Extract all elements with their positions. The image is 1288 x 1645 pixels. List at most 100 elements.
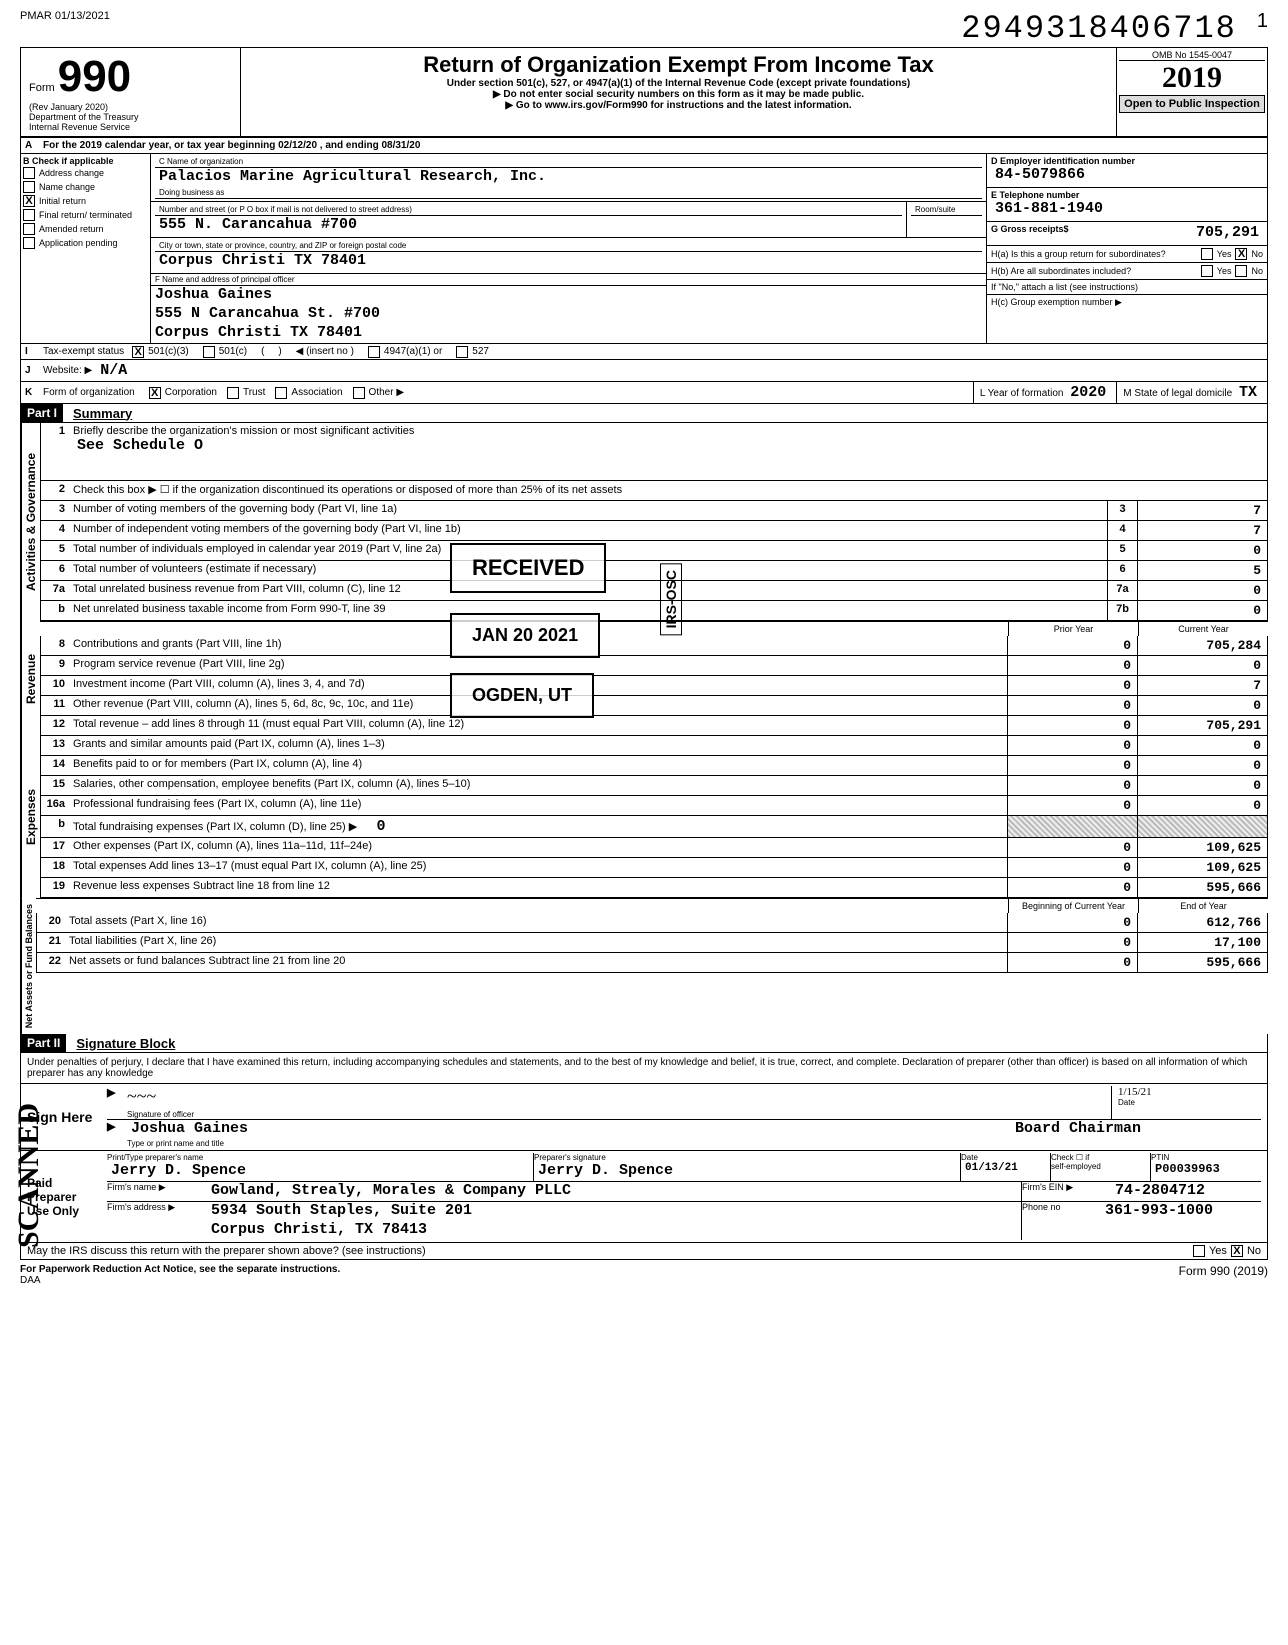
open-public: Open to Public Inspection <box>1119 95 1265 113</box>
website: N/A <box>96 360 131 381</box>
top-bar: PMAR 01/13/2021 2949318406718 1 <box>20 10 1268 47</box>
f-label: F Name and address of principal officer <box>151 274 986 286</box>
c-label: C Name of organization <box>155 156 982 168</box>
prep-date: 01/13/21 <box>961 1162 1050 1176</box>
street: 555 N. Carancahua #700 <box>155 216 902 235</box>
discuss-yes-chk[interactable] <box>1193 1245 1205 1257</box>
phone-label: Phone no <box>1021 1202 1101 1240</box>
p13: 0 <box>1007 736 1137 755</box>
form-subtitle: Under section 501(c), 527, or 4947(a)(1)… <box>245 78 1112 89</box>
org-name: Palacios Marine Agricultural Research, I… <box>155 168 982 187</box>
chk-501c[interactable] <box>203 346 215 358</box>
hb-no-chk[interactable] <box>1235 265 1247 277</box>
date-stamp: JAN 20 2021 <box>450 613 600 658</box>
firm-ein-label: Firm's EIN ▶ <box>1021 1182 1111 1201</box>
gross-receipts: 705,291 <box>1192 224 1263 243</box>
part1-label: Part I <box>21 404 63 422</box>
form-footer: Form 990 (2019) <box>1179 1264 1268 1286</box>
discuss-no-chk[interactable]: X <box>1231 1245 1243 1257</box>
c14: 0 <box>1137 756 1267 775</box>
k-label: Form of organization <box>39 385 139 400</box>
ha-label: H(a) Is this a group return for subordin… <box>991 249 1197 259</box>
ha-yes: Yes <box>1217 249 1232 259</box>
chk-4947[interactable] <box>368 346 380 358</box>
p16b <box>1007 816 1137 837</box>
discuss-label: May the IRS discuss this return with the… <box>21 1243 1187 1259</box>
chk-pending[interactable] <box>23 237 35 249</box>
chk-assoc[interactable] <box>275 387 287 399</box>
lbl-name: Name change <box>39 182 95 192</box>
c16b <box>1137 816 1267 837</box>
p12: 0 <box>1007 716 1137 735</box>
v3: 7 <box>1137 501 1267 520</box>
m-label: M State of legal domicile <box>1123 388 1232 399</box>
p19: 0 <box>1007 878 1137 897</box>
lbl-corp: Corporation <box>165 387 217 398</box>
chk-address[interactable] <box>23 167 35 179</box>
l2: Check this box ▶ ☐ if the organization d… <box>69 481 1267 500</box>
chk-trust[interactable] <box>227 387 239 399</box>
firm-name: Gowland, Strealy, Morales & Company PLLC <box>207 1182 1021 1201</box>
ein: 84-5079866 <box>991 166 1263 185</box>
chk-501c3[interactable]: X <box>132 346 144 358</box>
ha-no-chk[interactable]: X <box>1235 248 1247 260</box>
lbl-initial: Initial return <box>39 196 86 206</box>
prep-date-label: Date <box>961 1153 1050 1162</box>
lbl-trust: Trust <box>243 387 265 398</box>
p15: 0 <box>1007 776 1137 795</box>
p16a: 0 <box>1007 796 1137 815</box>
line-j: J Website: ▶ N/A <box>20 360 1268 382</box>
discuss-yes: Yes <box>1209 1245 1227 1257</box>
self-emp: self-employed <box>1051 1162 1101 1171</box>
v5: 0 <box>1137 541 1267 560</box>
line-a: A For the 2019 calendar year, or tax yea… <box>20 138 1268 154</box>
chk-other[interactable] <box>353 387 365 399</box>
hb-yes-chk[interactable] <box>1201 265 1213 277</box>
l16a: Professional fundraising fees (Part IX, … <box>69 796 1007 815</box>
c20: 612,766 <box>1137 913 1267 932</box>
officer-title: Board Chairman <box>1011 1120 1261 1148</box>
chk-initial[interactable]: X <box>23 195 35 207</box>
form-irs: Internal Revenue Service <box>29 122 232 132</box>
c10: 7 <box>1137 676 1267 695</box>
c8: 705,284 <box>1137 636 1267 655</box>
l18: Total expenses Add lines 13–17 (must equ… <box>69 858 1007 877</box>
street-label: Number and street (or P O box if mail is… <box>155 204 902 216</box>
ogden-stamp: OGDEN, UT <box>450 673 594 718</box>
title-box: Return of Organization Exempt From Incom… <box>241 48 1117 136</box>
omb-number: OMB No 1545-0047 <box>1119 50 1265 61</box>
state-domicile: TX <box>1235 384 1261 403</box>
received-stamp: RECEIVED <box>450 543 606 593</box>
lbl-4947: 4947(a)(1) or <box>384 346 442 357</box>
prep-sig: Jerry D. Spence <box>534 1162 960 1181</box>
side-net: Net Assets or Fund Balances <box>21 898 36 1034</box>
ha-yes-chk[interactable] <box>1201 248 1213 260</box>
chk-corp[interactable]: X <box>149 387 161 399</box>
room-label: Room/suite <box>911 204 982 216</box>
c9: 0 <box>1137 656 1267 675</box>
right-column: D Employer identification number 84-5079… <box>987 154 1267 343</box>
eoy-hdr: End of Year <box>1138 899 1268 913</box>
lbl-final: Final return/ terminated <box>39 210 132 220</box>
ptin: P00039963 <box>1151 1162 1261 1178</box>
ptin-label: PTIN <box>1151 1153 1261 1162</box>
scanned-stamp: SCANNED <box>12 1103 46 1248</box>
hb-label: H(b) Are all subordinates included? <box>991 266 1197 276</box>
c11: 0 <box>1137 696 1267 715</box>
lbl-527: 527 <box>472 346 489 357</box>
lbl-insert: ◀ (insert no ) <box>296 346 354 357</box>
center-column: C Name of organization Palacios Marine A… <box>151 154 987 343</box>
chk-527[interactable] <box>456 346 468 358</box>
chk-final[interactable] <box>23 209 35 221</box>
perjury-text: Under penalties of perjury, I declare th… <box>21 1053 1267 1084</box>
discuss-no: No <box>1247 1245 1261 1257</box>
chk-name[interactable] <box>23 181 35 193</box>
dba-label: Doing business as <box>155 187 982 199</box>
lbl-amended: Amended return <box>39 224 104 234</box>
form-number: 990 <box>58 52 131 101</box>
lbl-other: Other ▶ <box>369 387 404 398</box>
l16b: Total fundraising expenses (Part IX, col… <box>73 821 357 833</box>
chk-amended[interactable] <box>23 223 35 235</box>
hc-label: H(c) Group exemption number ▶ <box>987 295 1267 310</box>
hb-yes: Yes <box>1217 266 1232 276</box>
